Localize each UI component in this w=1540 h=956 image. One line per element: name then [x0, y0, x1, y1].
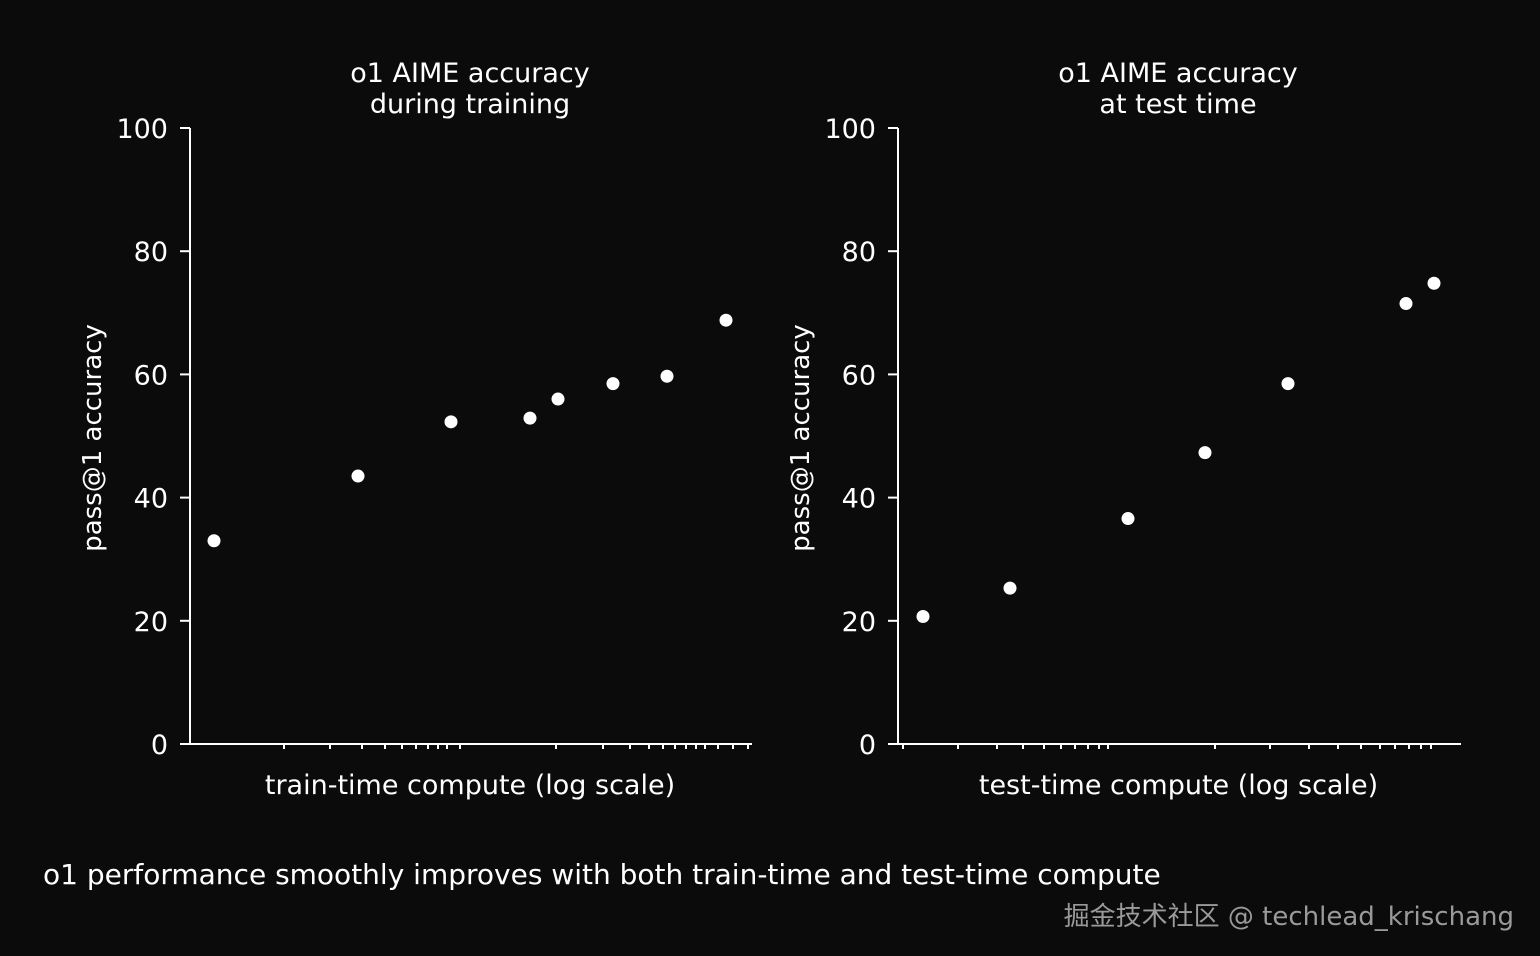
y-tick-label: 60 — [842, 360, 876, 391]
charts-canvas: o1 AIME accuracy during training020406080… — [78, 58, 1461, 801]
chart-title: o1 AIME accuracy at test time — [1058, 58, 1297, 120]
data-point — [444, 415, 458, 429]
y-tick-label: 0 — [151, 730, 168, 761]
y-tick-label: 100 — [824, 114, 876, 145]
data-point — [551, 392, 565, 406]
y-axis-label: pass@1 accuracy — [78, 324, 108, 552]
data-point — [660, 369, 674, 383]
y-tick-label: 20 — [134, 607, 168, 638]
data-point — [1427, 276, 1441, 290]
data-point — [207, 534, 221, 548]
data-point — [606, 377, 620, 391]
data-point — [719, 313, 733, 327]
y-tick-label: 0 — [859, 730, 876, 761]
y-tick-label: 100 — [116, 114, 168, 145]
y-tick-label: 40 — [134, 484, 168, 515]
data-point — [1281, 377, 1295, 391]
chart-title-line: during training — [370, 89, 570, 120]
chart-title: o1 AIME accuracy during training — [350, 58, 589, 120]
y-axis-label: pass@1 accuracy — [786, 324, 816, 552]
chart-title-line: o1 AIME accuracy — [1058, 58, 1297, 89]
data-point — [916, 609, 930, 623]
data-point — [351, 469, 365, 483]
chart-2: o1 AIME accuracy at test time 0 20 40 60 80 100… — [786, 58, 1461, 801]
y-tick-label: 20 — [842, 607, 876, 638]
y-tick-label: 80 — [134, 237, 168, 268]
x-axis-label: train-time compute (log scale) — [265, 770, 675, 801]
data-point — [1121, 512, 1135, 526]
chart-title-line: o1 AIME accuracy — [350, 58, 589, 89]
y-tick-label: 40 — [842, 484, 876, 515]
y-tick-label: 80 — [842, 237, 876, 268]
chart-1: o1 AIME accuracy during training 0 20 40 60 80… — [78, 58, 752, 801]
watermark: 掘金技术社区 @ techlead_krischang — [1063, 902, 1514, 932]
chart-title-line: at test time — [1099, 89, 1256, 120]
figure-caption: o1 performance smoothly improves with bo… — [43, 858, 1161, 891]
data-point — [523, 411, 537, 425]
data-point — [1003, 581, 1017, 595]
y-tick-label: 60 — [134, 360, 168, 391]
data-point — [1198, 446, 1212, 460]
data-point — [1399, 297, 1413, 311]
x-axis-label: test-time compute (log scale) — [979, 770, 1378, 801]
